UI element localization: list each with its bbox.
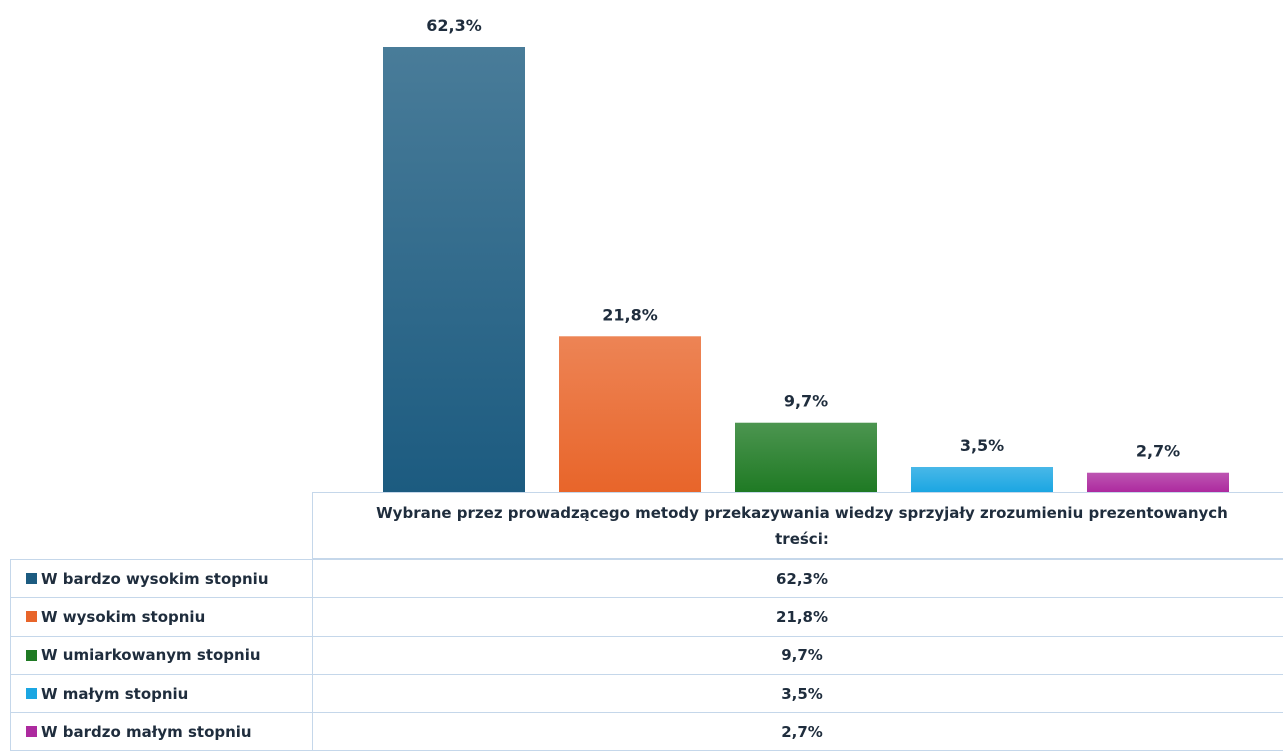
legend-label: W wysokim stopniu bbox=[41, 607, 206, 626]
legend-key bbox=[26, 688, 37, 700]
bar bbox=[1087, 472, 1229, 492]
chart: 62,3% 21,8% 9,7% 3,5% 2,7% bbox=[383, 16, 1229, 492]
legend-entry: W bardzo małym stopniu bbox=[10, 712, 313, 751]
table-value: 9,7% bbox=[312, 635, 1283, 675]
legend-label: W umiarkowanym stopniu bbox=[41, 646, 261, 665]
legend-entry: W wysokim stopniu bbox=[10, 597, 313, 637]
legend-key bbox=[26, 649, 37, 661]
legend-entry: W umiarkowanym stopniu bbox=[10, 635, 313, 675]
legend-label: W bardzo małym stopniu bbox=[41, 722, 252, 741]
legend-key bbox=[26, 573, 37, 585]
legend-label: W bardzo wysokim stopniu bbox=[41, 569, 269, 588]
legend-label: W małym stopniu bbox=[41, 684, 189, 703]
data-label: 3,5% bbox=[960, 436, 1004, 455]
table-header: Wybrane przez prowadzącego metody przeka… bbox=[312, 492, 1283, 559]
data-label: 9,7% bbox=[784, 392, 828, 411]
table-value: 62,3% bbox=[312, 559, 1283, 599]
table-value: 3,5% bbox=[312, 673, 1283, 714]
data-label: 21,8% bbox=[602, 305, 658, 324]
bar bbox=[383, 47, 525, 492]
legend-entry: W bardzo wysokim stopniu bbox=[10, 559, 313, 599]
legend-key bbox=[26, 726, 37, 738]
bar bbox=[559, 336, 701, 492]
table-value: 2,7% bbox=[312, 712, 1283, 751]
data-label: 2,7% bbox=[1136, 442, 1180, 461]
bar bbox=[735, 422, 877, 492]
legend-entry: W małym stopniu bbox=[10, 673, 313, 714]
bar bbox=[911, 467, 1053, 492]
legend-key bbox=[26, 611, 37, 623]
data-label: 62,3% bbox=[426, 16, 482, 35]
table-value: 21,8% bbox=[312, 597, 1283, 637]
